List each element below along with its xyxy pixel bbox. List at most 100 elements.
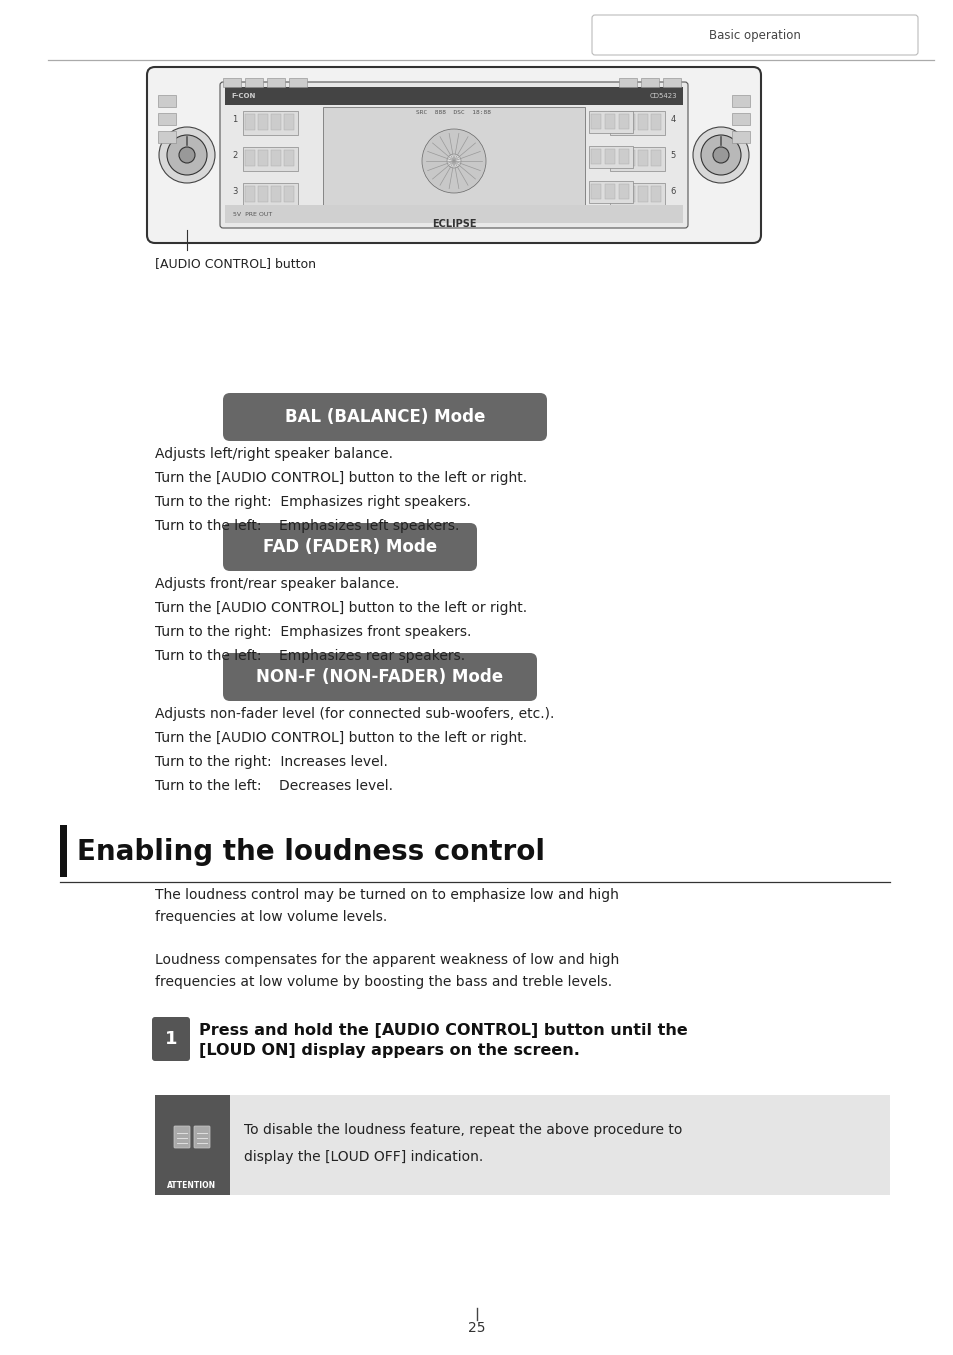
FancyBboxPatch shape	[152, 1018, 190, 1061]
Bar	[154, 1095, 230, 1195]
Bar	[731, 95, 749, 107]
Bar	[650, 186, 660, 202]
Bar	[731, 131, 749, 144]
Bar	[638, 114, 647, 130]
Bar	[154, 1095, 889, 1195]
Circle shape	[167, 136, 207, 175]
Text: Turn to the right:  Emphasizes front speakers.: Turn to the right: Emphasizes front spea…	[154, 625, 471, 640]
Bar	[604, 149, 615, 164]
Bar	[618, 79, 637, 87]
Bar	[225, 205, 682, 224]
Bar	[257, 114, 268, 130]
Circle shape	[421, 129, 485, 192]
FancyBboxPatch shape	[220, 83, 687, 228]
FancyBboxPatch shape	[147, 66, 760, 243]
Text: F-CON: F-CON	[231, 93, 255, 99]
Text: 4: 4	[670, 115, 675, 123]
Bar	[618, 149, 628, 164]
Text: Turn the [AUDIO CONTROL] button to the left or right.: Turn the [AUDIO CONTROL] button to the l…	[154, 730, 527, 745]
Bar	[158, 95, 175, 107]
Text: Press and hold the [AUDIO CONTROL] button until the: Press and hold the [AUDIO CONTROL] butto…	[199, 1023, 687, 1038]
Text: [AUDIO CONTROL] button: [AUDIO CONTROL] button	[154, 257, 315, 271]
Bar	[271, 150, 281, 167]
Bar	[604, 114, 615, 129]
Bar	[590, 184, 600, 199]
Bar	[245, 114, 254, 130]
Bar	[588, 111, 633, 133]
FancyBboxPatch shape	[592, 15, 917, 56]
Bar	[662, 79, 680, 87]
Text: Turn the [AUDIO CONTROL] button to the left or right.: Turn the [AUDIO CONTROL] button to the l…	[154, 602, 527, 615]
Bar	[650, 150, 660, 167]
Text: 2: 2	[233, 150, 237, 160]
Text: Loudness compensates for the apparent weakness of low and high: Loudness compensates for the apparent we…	[154, 953, 618, 967]
Bar	[609, 111, 664, 136]
Bar	[323, 107, 584, 215]
Bar	[590, 114, 600, 129]
Circle shape	[159, 127, 214, 183]
Text: frequencies at low volume levels.: frequencies at low volume levels.	[154, 911, 387, 924]
Bar	[289, 79, 307, 87]
Text: NON-F (NON-FADER) Mode: NON-F (NON-FADER) Mode	[256, 668, 503, 686]
Text: The loudness control may be turned on to emphasize low and high: The loudness control may be turned on to…	[154, 888, 618, 902]
Text: [LOUD ON] display appears on the screen.: [LOUD ON] display appears on the screen.	[199, 1043, 579, 1058]
Bar	[618, 184, 628, 199]
Bar	[588, 146, 633, 168]
Bar	[245, 150, 254, 167]
Text: 3: 3	[233, 187, 237, 195]
Bar	[624, 114, 635, 130]
Bar	[624, 186, 635, 202]
Circle shape	[712, 146, 728, 163]
Text: Basic operation: Basic operation	[708, 28, 801, 42]
Bar	[158, 112, 175, 125]
Bar	[650, 114, 660, 130]
Bar	[638, 150, 647, 167]
Bar	[245, 186, 254, 202]
Bar	[612, 150, 621, 167]
Text: FAD (FADER) Mode: FAD (FADER) Mode	[263, 538, 436, 556]
Text: BAL (BALANCE) Mode: BAL (BALANCE) Mode	[285, 408, 485, 425]
Text: 5: 5	[670, 150, 675, 160]
Bar	[245, 79, 263, 87]
Text: Enabling the loudness control: Enabling the loudness control	[77, 837, 544, 866]
Text: 1: 1	[233, 115, 237, 123]
Text: Adjusts left/right speaker balance.: Adjusts left/right speaker balance.	[154, 447, 393, 461]
Text: Turn to the right:  Emphasizes right speakers.: Turn to the right: Emphasizes right spea…	[154, 495, 471, 509]
Circle shape	[447, 154, 460, 168]
Text: display the [LOUD OFF] indication.: display the [LOUD OFF] indication.	[244, 1150, 483, 1164]
Bar	[284, 114, 294, 130]
Text: 1: 1	[165, 1030, 177, 1047]
Circle shape	[700, 136, 740, 175]
Bar	[257, 150, 268, 167]
FancyBboxPatch shape	[223, 393, 546, 440]
Bar	[604, 184, 615, 199]
Text: frequencies at low volume by boosting the bass and treble levels.: frequencies at low volume by boosting th…	[154, 976, 612, 989]
Bar	[284, 186, 294, 202]
Bar	[225, 87, 682, 104]
Bar	[588, 182, 633, 203]
Bar	[271, 186, 281, 202]
Bar	[612, 114, 621, 130]
Bar	[271, 114, 281, 130]
Text: 25: 25	[468, 1321, 485, 1335]
Bar	[612, 186, 621, 202]
Text: ATTENTION: ATTENTION	[168, 1180, 216, 1190]
Bar	[624, 150, 635, 167]
Bar	[243, 183, 297, 207]
Circle shape	[179, 146, 194, 163]
Text: SRC  888  DSC  18:88: SRC 888 DSC 18:88	[416, 110, 491, 115]
Text: Turn to the left:    Emphasizes left speakers.: Turn to the left: Emphasizes left speake…	[154, 519, 459, 533]
Bar	[243, 111, 297, 136]
Bar	[60, 825, 67, 877]
Text: To disable the loudness feature, repeat the above procedure to: To disable the loudness feature, repeat …	[244, 1123, 681, 1137]
Bar	[609, 183, 664, 207]
Text: Adjusts front/rear speaker balance.: Adjusts front/rear speaker balance.	[154, 577, 399, 591]
Text: Adjusts non-fader level (for connected sub-woofers, etc.).: Adjusts non-fader level (for connected s…	[154, 707, 554, 721]
Bar	[223, 79, 241, 87]
Bar	[590, 149, 600, 164]
FancyBboxPatch shape	[193, 1126, 210, 1148]
Text: Turn to the left:    Decreases level.: Turn to the left: Decreases level.	[154, 779, 393, 793]
Text: ECLIPSE: ECLIPSE	[432, 220, 476, 229]
FancyBboxPatch shape	[223, 653, 537, 701]
Bar	[158, 131, 175, 144]
